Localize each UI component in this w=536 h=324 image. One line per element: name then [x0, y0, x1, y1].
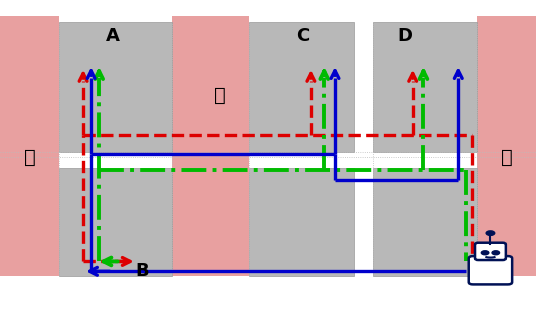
Text: 🔥: 🔥 [214, 86, 226, 105]
Text: 🔥: 🔥 [501, 148, 512, 167]
FancyBboxPatch shape [468, 256, 512, 284]
Circle shape [486, 231, 495, 236]
Bar [477, 16, 536, 275]
Circle shape [481, 251, 489, 255]
Bar [373, 168, 477, 275]
Text: B: B [135, 262, 149, 280]
Bar [249, 168, 354, 275]
FancyBboxPatch shape [475, 243, 506, 260]
Bar [172, 16, 249, 275]
Text: A: A [106, 27, 120, 45]
Bar [59, 22, 172, 152]
Bar [249, 22, 354, 152]
Bar [0, 16, 59, 275]
Text: 🔥: 🔥 [24, 148, 35, 167]
Text: D: D [397, 27, 412, 45]
Circle shape [492, 251, 500, 255]
Text: C: C [296, 27, 309, 45]
Bar [373, 22, 477, 152]
Bar [59, 168, 172, 275]
